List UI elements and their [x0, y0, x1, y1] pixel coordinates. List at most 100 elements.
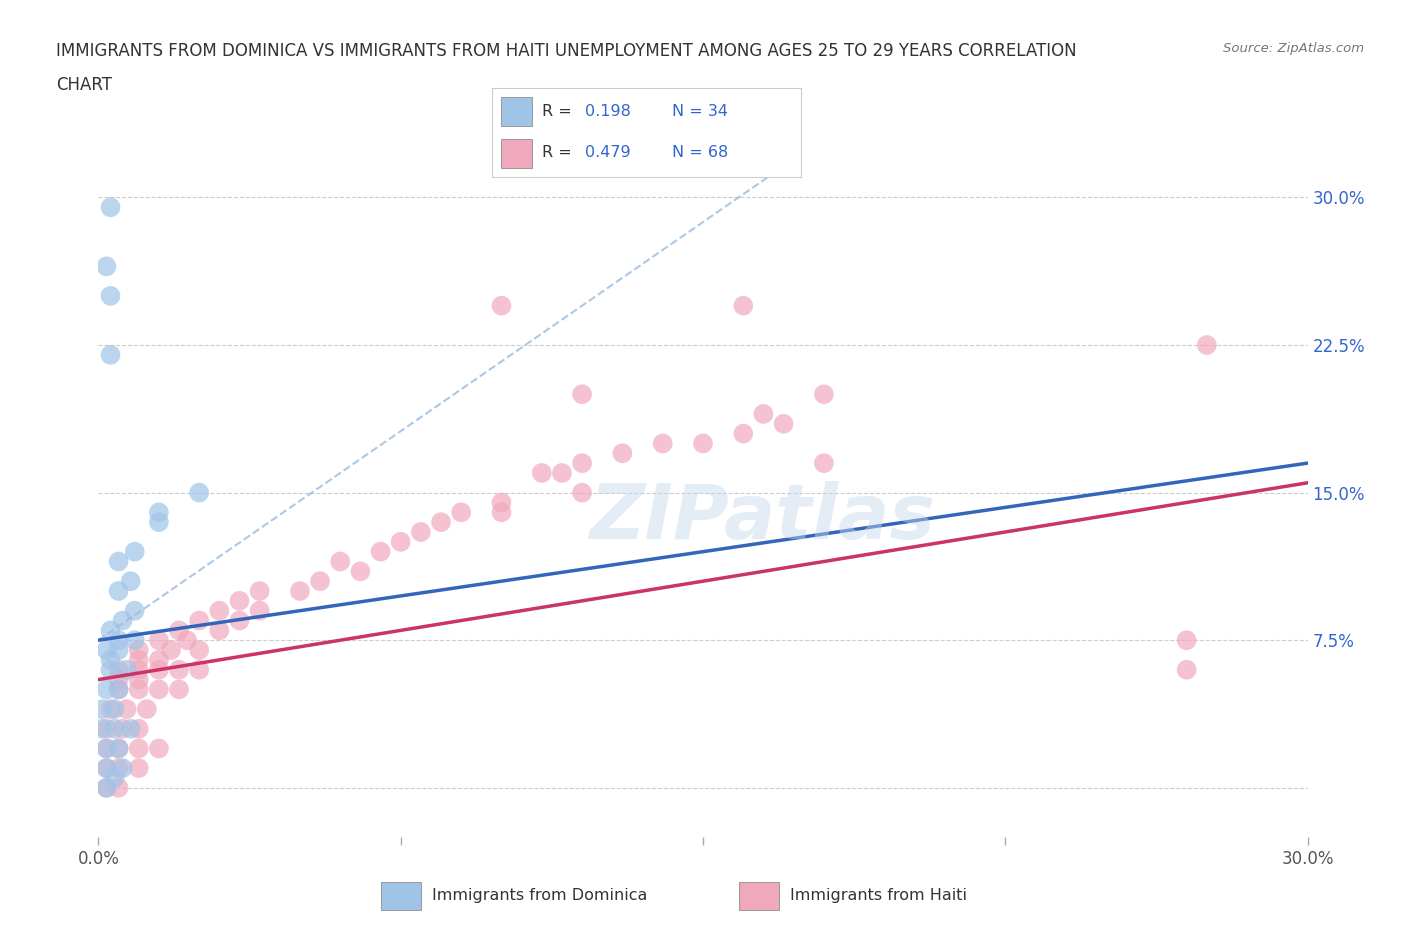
- Point: [128, 761, 150, 776]
- Text: R =: R =: [541, 145, 576, 160]
- Point: [111, 722, 134, 737]
- Point: [813, 456, 835, 471]
- Point: [228, 593, 250, 608]
- Point: [96, 780, 118, 795]
- Point: [124, 544, 146, 559]
- Text: N = 68: N = 68: [672, 145, 728, 160]
- Point: [107, 584, 129, 599]
- Point: [188, 662, 211, 677]
- Point: [571, 387, 593, 402]
- Point: [103, 701, 125, 716]
- Bar: [740, 883, 779, 910]
- Point: [148, 741, 170, 756]
- Point: [188, 643, 211, 658]
- Point: [100, 288, 122, 303]
- Point: [370, 544, 392, 559]
- Point: [111, 613, 134, 628]
- Point: [111, 761, 134, 776]
- Text: 0.198: 0.198: [585, 104, 631, 119]
- Point: [309, 574, 332, 589]
- Bar: [502, 98, 533, 126]
- Point: [107, 741, 129, 756]
- Point: [1195, 338, 1218, 352]
- Text: 0.479: 0.479: [585, 145, 630, 160]
- Text: R =: R =: [541, 104, 576, 119]
- Text: Source: ZipAtlas.com: Source: ZipAtlas.com: [1223, 42, 1364, 55]
- Point: [100, 200, 122, 215]
- Point: [107, 741, 129, 756]
- Text: N = 34: N = 34: [672, 104, 727, 119]
- Point: [128, 653, 150, 668]
- Bar: [381, 883, 420, 910]
- Point: [491, 495, 513, 510]
- Point: [148, 682, 170, 697]
- Text: ZIPatlas: ZIPatlas: [591, 481, 936, 555]
- Point: [409, 525, 432, 539]
- Text: Immigrants from Dominica: Immigrants from Dominica: [432, 887, 647, 903]
- Text: IMMIGRANTS FROM DOMINICA VS IMMIGRANTS FROM HAITI UNEMPLOYMENT AMONG AGES 25 TO : IMMIGRANTS FROM DOMINICA VS IMMIGRANTS F…: [56, 42, 1077, 60]
- Point: [571, 485, 593, 500]
- Point: [228, 613, 250, 628]
- Point: [148, 653, 170, 668]
- Point: [148, 505, 170, 520]
- Point: [107, 761, 129, 776]
- Point: [107, 672, 129, 687]
- Point: [107, 632, 129, 647]
- Point: [176, 632, 198, 647]
- Point: [96, 741, 118, 756]
- Point: [124, 604, 146, 618]
- Point: [813, 387, 835, 402]
- Point: [148, 632, 170, 647]
- Point: [100, 662, 122, 677]
- Point: [288, 584, 311, 599]
- Point: [96, 643, 118, 658]
- Point: [1175, 662, 1198, 677]
- Point: [100, 623, 122, 638]
- Point: [167, 623, 190, 638]
- Point: [115, 662, 138, 677]
- Point: [249, 584, 271, 599]
- Point: [107, 643, 129, 658]
- Text: Immigrants from Haiti: Immigrants from Haiti: [790, 887, 967, 903]
- Point: [752, 406, 775, 421]
- Point: [349, 564, 371, 578]
- Point: [107, 554, 129, 569]
- Point: [551, 466, 574, 481]
- Point: [103, 722, 125, 737]
- Point: [167, 682, 190, 697]
- Point: [128, 662, 150, 677]
- Point: [208, 623, 231, 638]
- Point: [1175, 632, 1198, 647]
- Point: [115, 701, 138, 716]
- Point: [651, 436, 673, 451]
- Point: [208, 604, 231, 618]
- Point: [100, 348, 122, 363]
- Point: [100, 653, 122, 668]
- Point: [188, 485, 211, 500]
- Point: [96, 780, 118, 795]
- Point: [148, 514, 170, 529]
- Point: [124, 632, 146, 647]
- Point: [96, 741, 118, 756]
- Point: [612, 445, 634, 460]
- Point: [491, 299, 513, 313]
- Point: [692, 436, 714, 451]
- Point: [530, 466, 553, 481]
- Point: [128, 741, 150, 756]
- Point: [188, 613, 211, 628]
- Point: [107, 682, 129, 697]
- Point: [120, 574, 142, 589]
- Point: [128, 643, 150, 658]
- Point: [96, 259, 118, 273]
- Point: [100, 701, 122, 716]
- Point: [571, 456, 593, 471]
- Point: [249, 604, 271, 618]
- Point: [772, 417, 794, 432]
- Point: [167, 662, 190, 677]
- Point: [91, 722, 114, 737]
- Point: [128, 722, 150, 737]
- Point: [107, 662, 129, 677]
- Point: [96, 761, 118, 776]
- Point: [430, 514, 453, 529]
- Point: [128, 682, 150, 697]
